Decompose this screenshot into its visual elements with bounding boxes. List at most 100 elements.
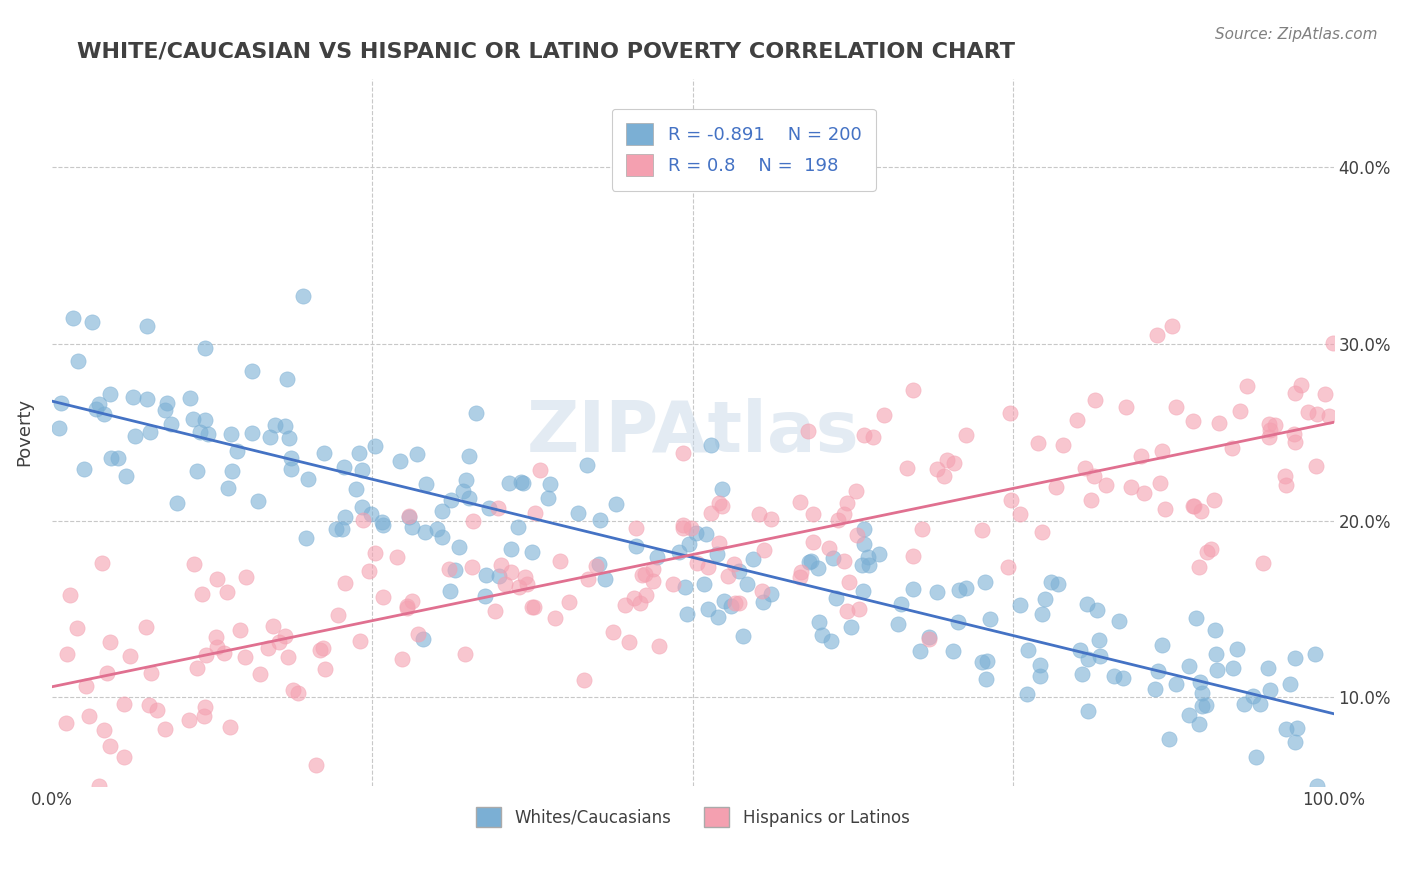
Point: [194, 700, 217, 714]
Point: [1066, 413, 1088, 427]
Point: [1076, 597, 1098, 611]
Point: [1258, 417, 1281, 432]
Point: [501, 541, 523, 556]
Point: [1251, 556, 1274, 570]
Point: [1249, 697, 1271, 711]
Point: [98, 739, 121, 754]
Point: [77, 709, 100, 723]
Point: [1305, 459, 1327, 474]
Point: [1000, 492, 1022, 507]
Point: [751, 583, 773, 598]
Point: [499, 565, 522, 579]
Point: [605, 497, 627, 511]
Point: [259, 430, 281, 444]
Point: [1040, 574, 1063, 589]
Point: [1274, 468, 1296, 483]
Point: [280, 450, 302, 465]
Point: [107, 451, 129, 466]
Point: [453, 647, 475, 661]
Point: [790, 565, 813, 579]
Point: [631, 568, 654, 582]
Point: [194, 413, 217, 427]
Point: [84, 401, 107, 416]
Point: [415, 476, 437, 491]
Point: [312, 446, 335, 460]
Point: [155, 723, 177, 737]
Point: [1317, 409, 1340, 423]
Point: [838, 575, 860, 590]
Point: [727, 564, 749, 578]
Point: [1284, 386, 1306, 401]
Point: [927, 585, 949, 599]
Point: [636, 588, 658, 602]
Point: [862, 430, 884, 444]
Point: [87, 396, 110, 410]
Point: [398, 508, 420, 523]
Point: [1222, 661, 1244, 675]
Point: [807, 561, 830, 575]
Point: [1303, 647, 1326, 661]
Point: [1085, 603, 1108, 617]
Point: [325, 522, 347, 536]
Point: [226, 444, 249, 458]
Point: [333, 460, 356, 475]
Point: [572, 673, 595, 687]
Point: [943, 456, 966, 470]
Point: [221, 464, 243, 478]
Point: [183, 557, 205, 571]
Point: [1029, 658, 1052, 673]
Point: [948, 582, 970, 597]
Point: [287, 686, 309, 700]
Point: [281, 683, 304, 698]
Point: [918, 632, 941, 646]
Point: [576, 572, 599, 586]
Point: [1182, 413, 1205, 427]
Point: [752, 543, 775, 558]
Point: [752, 595, 775, 609]
Point: [406, 627, 429, 641]
Point: [634, 566, 657, 581]
Point: [998, 406, 1021, 420]
Point: [901, 383, 924, 397]
Point: [1160, 318, 1182, 333]
Point: [463, 514, 485, 528]
Point: [489, 558, 512, 573]
Point: [848, 602, 870, 616]
Point: [186, 464, 208, 478]
Point: [851, 558, 873, 573]
Point: [668, 545, 690, 559]
Point: [628, 596, 651, 610]
Point: [135, 392, 157, 406]
Point: [145, 703, 167, 717]
Point: [1206, 663, 1229, 677]
Point: [1178, 659, 1201, 673]
Point: [707, 610, 730, 624]
Point: [1202, 493, 1225, 508]
Point: [800, 554, 823, 568]
Point: [835, 496, 858, 510]
Point: [538, 476, 561, 491]
Point: [1008, 507, 1031, 521]
Point: [808, 615, 831, 630]
Point: [412, 632, 434, 646]
Point: [267, 635, 290, 649]
Point: [193, 709, 215, 723]
Text: WHITE/CAUCASIAN VS HISPANIC OR LATINO POVERTY CORRELATION CHART: WHITE/CAUCASIAN VS HISPANIC OR LATINO PO…: [77, 42, 1015, 62]
Point: [1284, 435, 1306, 450]
Point: [297, 472, 319, 486]
Point: [1258, 430, 1281, 444]
Point: [160, 417, 183, 431]
Point: [974, 672, 997, 686]
Point: [932, 469, 955, 483]
Point: [648, 639, 671, 653]
Point: [349, 633, 371, 648]
Point: [1241, 689, 1264, 703]
Point: [1031, 607, 1053, 622]
Point: [1178, 708, 1201, 723]
Point: [305, 757, 328, 772]
Point: [1257, 661, 1279, 675]
Point: [474, 590, 496, 604]
Point: [1208, 416, 1230, 430]
Point: [218, 721, 240, 735]
Point: [710, 483, 733, 497]
